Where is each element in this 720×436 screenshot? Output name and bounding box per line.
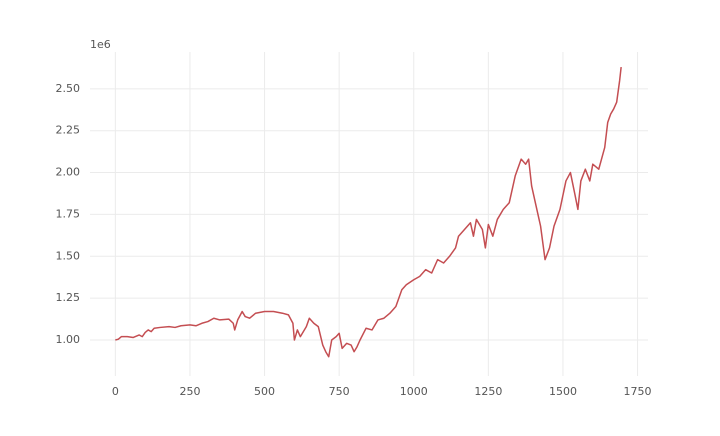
y-tick-label: 2.00: [56, 166, 81, 179]
x-tick-label: 1250: [474, 385, 502, 398]
x-tick-label: 1500: [549, 385, 577, 398]
y-tick-label: 1.00: [56, 333, 81, 346]
y-tick-label: 2.25: [56, 124, 81, 137]
x-tick-label: 1750: [624, 385, 652, 398]
y-tick-label: 1.50: [56, 249, 81, 262]
x-tick-label: 1000: [400, 385, 428, 398]
x-tick-label: 750: [329, 385, 350, 398]
y-tick-label: 1.75: [56, 207, 81, 220]
y-tick-label: 1.25: [56, 291, 81, 304]
y-tick-label: 2.50: [56, 82, 81, 95]
x-tick-label: 500: [254, 385, 275, 398]
x-tick-label: 0: [112, 385, 119, 398]
x-tick-label: 250: [179, 385, 200, 398]
series-line: [115, 66, 622, 358]
offset-label: 1e6: [90, 38, 111, 51]
